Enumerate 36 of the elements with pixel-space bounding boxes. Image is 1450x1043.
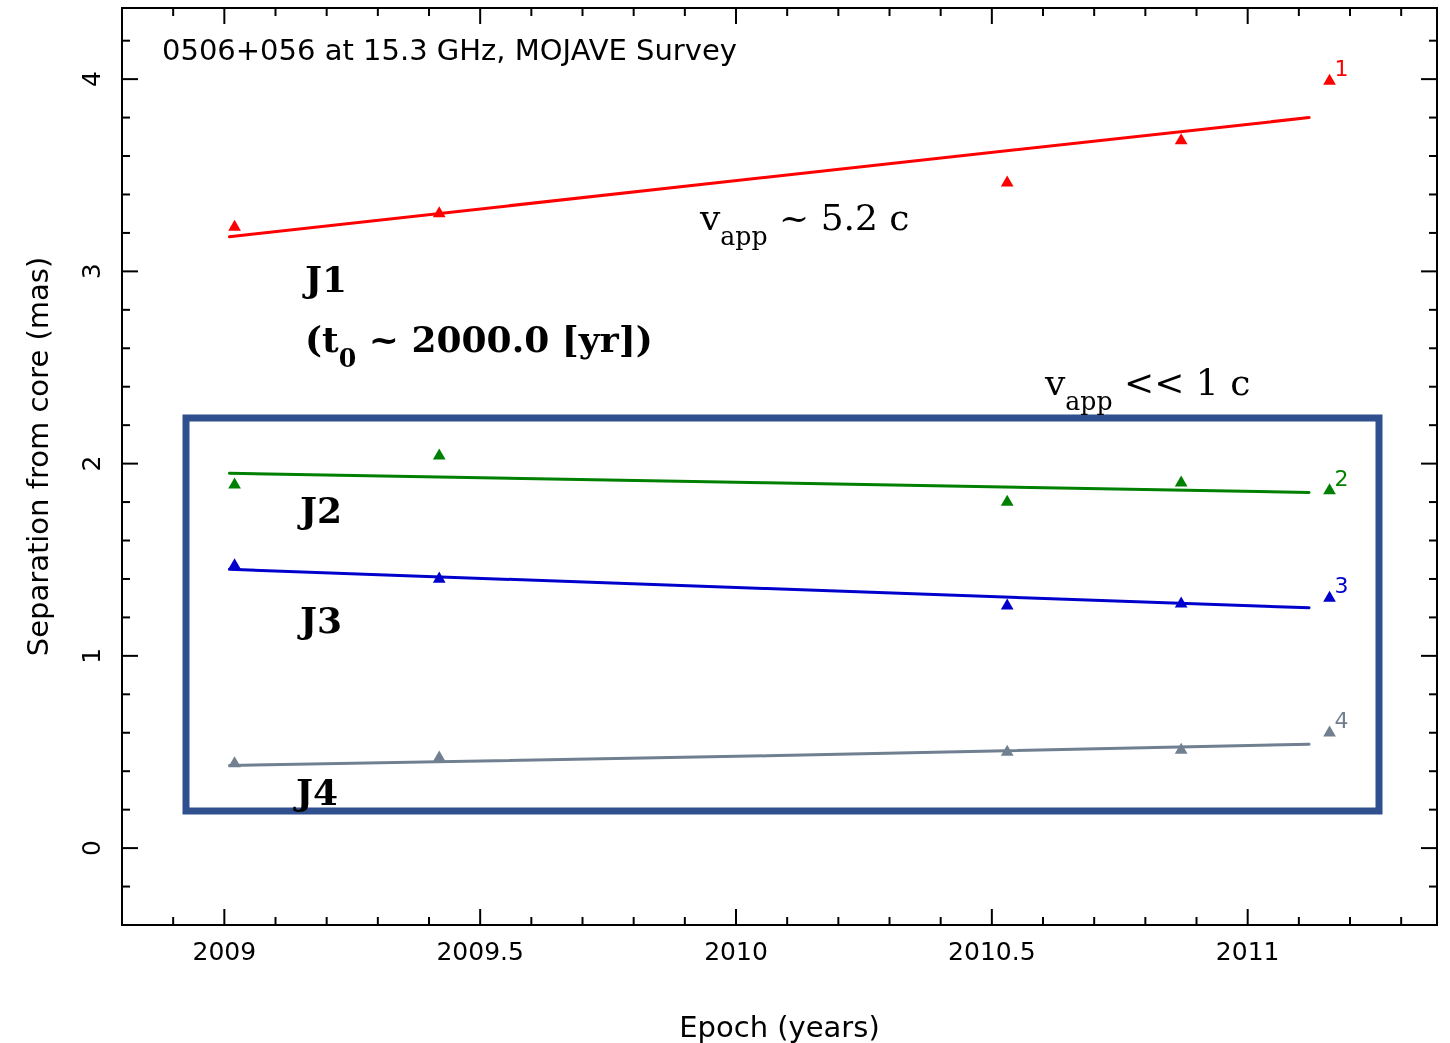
annotation: J4 xyxy=(293,771,339,813)
y-tick-label: 2 xyxy=(77,455,106,472)
y-axis-title: Separation from core (mas) xyxy=(21,256,55,657)
point xyxy=(1323,483,1336,495)
annotation: v$_{app}$ ~ 5.2 c xyxy=(699,197,910,251)
y-tick-label: 3 xyxy=(77,263,106,280)
point xyxy=(1000,598,1014,610)
x-tick-label: 2011 xyxy=(1215,937,1280,966)
point xyxy=(1323,725,1336,737)
point xyxy=(1174,475,1188,487)
x-tick-label: 2009 xyxy=(192,937,257,966)
x-tick-label: 2009.5 xyxy=(436,937,524,966)
y-tick-label: 1 xyxy=(77,647,106,664)
point xyxy=(1323,73,1336,85)
annotation: v$_{app}$ << 1 c xyxy=(1044,362,1251,416)
series-label: 2 xyxy=(1334,465,1349,491)
x-tick-label: 2010.5 xyxy=(948,937,1036,966)
point xyxy=(228,477,241,489)
series-label: 3 xyxy=(1334,573,1349,599)
point xyxy=(1174,133,1188,145)
annotation: J1 xyxy=(302,258,348,300)
point xyxy=(432,448,446,460)
x-tick-label: 2010 xyxy=(704,937,768,966)
point xyxy=(1323,590,1336,602)
series-label: 4 xyxy=(1334,707,1349,733)
point xyxy=(1000,494,1014,506)
point xyxy=(1000,175,1014,187)
annotation: (t$_{0}$ ~ 2000.0 [yr]) xyxy=(305,318,653,373)
text: 0506+056 at 15.3 GHz, MOJAVE Survey xyxy=(162,33,737,67)
annotation: J3 xyxy=(297,599,343,641)
annotation: J2 xyxy=(297,489,343,531)
y-tick-label: 4 xyxy=(77,71,106,88)
series-label: 1 xyxy=(1334,56,1349,82)
point xyxy=(228,219,241,231)
y-tick-label: 0 xyxy=(77,840,106,857)
x-axis-title: Epoch (years) xyxy=(679,1010,880,1043)
